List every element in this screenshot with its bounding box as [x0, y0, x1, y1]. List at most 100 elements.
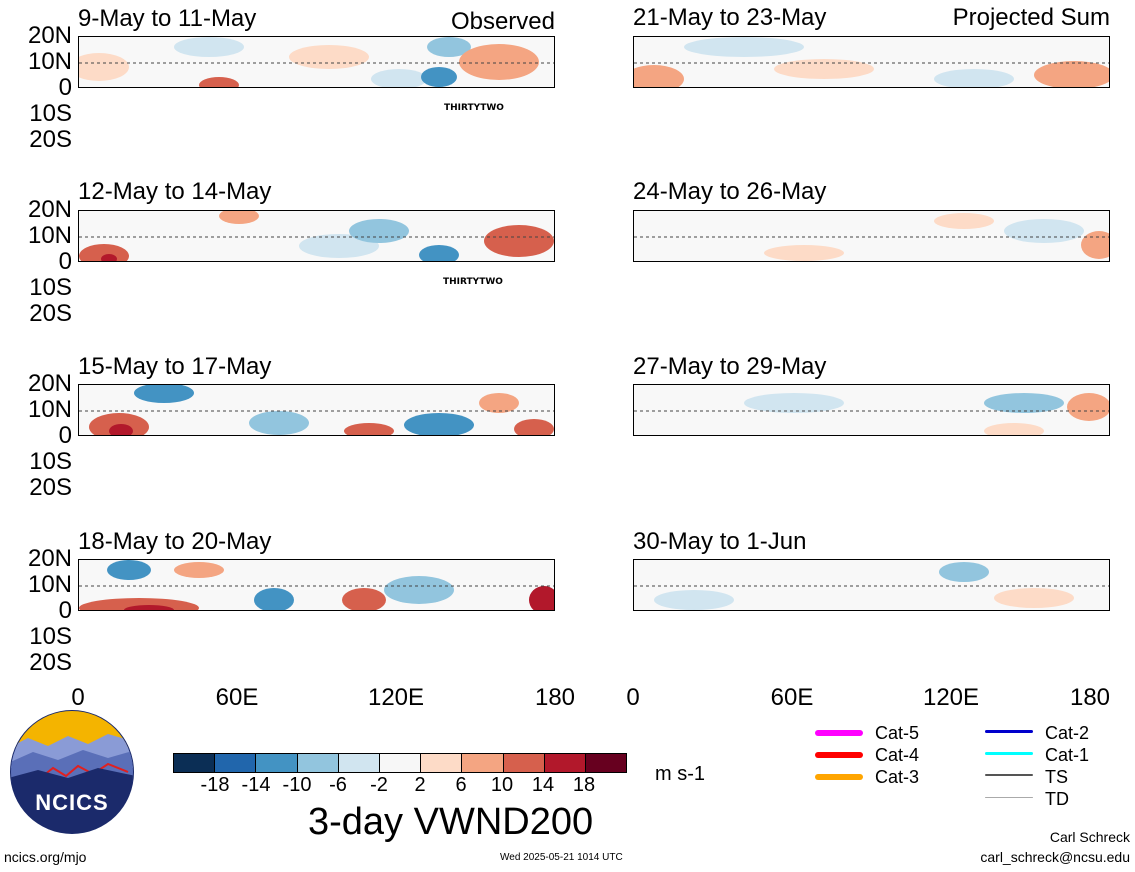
footer-url: ncics.org/mjo	[4, 849, 87, 865]
y-tick: 10S	[29, 100, 72, 127]
legend-line-cat1	[985, 752, 1033, 755]
right-map-panel-4	[633, 559, 1110, 611]
y-tick: 20S	[29, 649, 72, 676]
y-tick: 10S	[29, 274, 72, 301]
colorbar-tick: -18	[200, 774, 230, 796]
y-tick: 20N	[27, 22, 72, 49]
right-map-panel-1	[633, 36, 1110, 88]
y-tick: 0	[58, 74, 72, 101]
legend-line-cat5	[815, 730, 863, 736]
y-tick: 20S	[29, 126, 72, 153]
wind-anomaly-map	[634, 213, 1109, 261]
legend-line-td	[985, 797, 1033, 798]
x-tick: 180	[534, 684, 576, 711]
colorbar-tick: -2	[370, 774, 388, 796]
footer-email: carl_schreck@ncsu.edu	[980, 849, 1130, 865]
y-tick: 0	[58, 248, 72, 275]
colorbar-swatch	[379, 754, 422, 772]
observed-label: Observed	[450, 8, 555, 35]
colorbar-swatch	[256, 754, 298, 772]
legend-line-cat2	[985, 730, 1033, 733]
colorbar-tick: -6	[329, 774, 347, 796]
x-tick: 0	[71, 684, 85, 711]
projected-sum-label: Projected Sum	[952, 4, 1110, 31]
y-tick: 20S	[29, 474, 72, 501]
right-panel-3-title: 27-May to 29-May	[633, 353, 827, 380]
left-map-panel-2	[78, 210, 555, 262]
logo-text: NCICS	[35, 790, 109, 815]
wind-anomaly-map	[79, 560, 554, 610]
colorbar-swatch	[297, 754, 339, 772]
wind-anomaly-map	[634, 562, 1109, 610]
storm-label-panel-2: THIRTYTWO	[443, 277, 503, 287]
colorbar-tick: 2	[414, 774, 426, 796]
y-tick: 10N	[27, 396, 72, 423]
wind-anomaly-map	[79, 37, 554, 87]
legend-label: Cat-3	[875, 767, 920, 787]
left-map-panel-1	[78, 36, 555, 88]
ncics-logo: NCICS	[8, 708, 136, 836]
y-tick: 20N	[27, 545, 72, 572]
left-panel-3-title: 15-May to 17-May	[78, 353, 272, 380]
colorbar-tick: -10	[282, 774, 312, 796]
ncics-logo-graphic	[10, 710, 134, 834]
y-tick: 20N	[27, 370, 72, 397]
storm-label-panel-1: THIRTYTWO	[444, 103, 504, 113]
x-tick: 120E	[922, 684, 980, 711]
colorbar-swatch	[338, 754, 380, 772]
y-tick: 10S	[29, 623, 72, 650]
left-panel-2-title: 12-May to 14-May	[78, 178, 272, 205]
wind-anomaly-map	[79, 211, 554, 261]
colorbar	[173, 753, 627, 773]
colorbar-units: m s-1	[655, 763, 705, 785]
colorbar-tick: -14	[241, 774, 271, 796]
footer-author: Carl Schreck	[1049, 829, 1130, 845]
colorbar-swatch	[544, 754, 586, 772]
colorbar-swatch	[174, 754, 216, 772]
legend-line-ts	[985, 774, 1033, 776]
x-tick: 0	[626, 684, 640, 711]
legend-label: Cat-2	[1045, 723, 1090, 743]
colorbar-swatch	[585, 754, 627, 772]
right-panel-2-title: 24-May to 26-May	[633, 178, 827, 205]
legend-label: TD	[1045, 789, 1069, 809]
x-tick: 60E	[770, 684, 814, 711]
legend-line-cat3	[815, 774, 863, 780]
right-panel-1-title: 21-May to 23-May	[633, 4, 827, 31]
right-map-panel-3	[633, 384, 1110, 436]
legend-label: Cat-5	[875, 723, 920, 743]
x-tick: 120E	[367, 684, 425, 711]
colorbar-tick: 14	[531, 774, 555, 796]
y-tick: 10N	[27, 571, 72, 598]
colorbar-swatch	[462, 754, 504, 772]
legend-label: Cat-4	[875, 745, 920, 765]
legend-line-cat4	[815, 752, 863, 758]
colorbar-swatch	[503, 754, 545, 772]
x-tick: 60E	[215, 684, 259, 711]
y-tick: 10S	[29, 448, 72, 475]
wind-anomaly-map	[634, 393, 1109, 435]
y-tick: 0	[58, 597, 72, 624]
legend-label: TS	[1045, 767, 1069, 787]
y-tick: 10N	[27, 222, 72, 249]
legend-label: Cat-1	[1045, 745, 1090, 765]
footer-timestamp: Wed 2025-05-21 1014 UTC	[500, 852, 623, 863]
colorbar-tick: 6	[455, 774, 467, 796]
figure-variable-title: 3-day VWND200	[308, 801, 594, 843]
wind-anomaly-map	[634, 37, 1109, 87]
left-panel-1-title: 9-May to 11-May	[78, 5, 257, 32]
right-panel-4-title: 30-May to 1-Jun	[633, 528, 807, 555]
wind-anomaly-map	[79, 385, 554, 435]
y-tick: 0	[58, 422, 72, 449]
right-map-panel-2	[633, 210, 1110, 262]
colorbar-swatch	[421, 754, 463, 772]
x-tick: 180	[1069, 684, 1111, 711]
y-tick: 20S	[29, 300, 72, 327]
left-map-panel-3	[78, 384, 555, 436]
colorbar-tick: 10	[490, 774, 514, 796]
colorbar-swatch	[215, 754, 257, 772]
left-panel-4-title: 18-May to 20-May	[78, 528, 272, 555]
y-tick: 20N	[27, 196, 72, 223]
left-map-panel-4	[78, 559, 555, 611]
y-tick: 10N	[27, 48, 72, 75]
